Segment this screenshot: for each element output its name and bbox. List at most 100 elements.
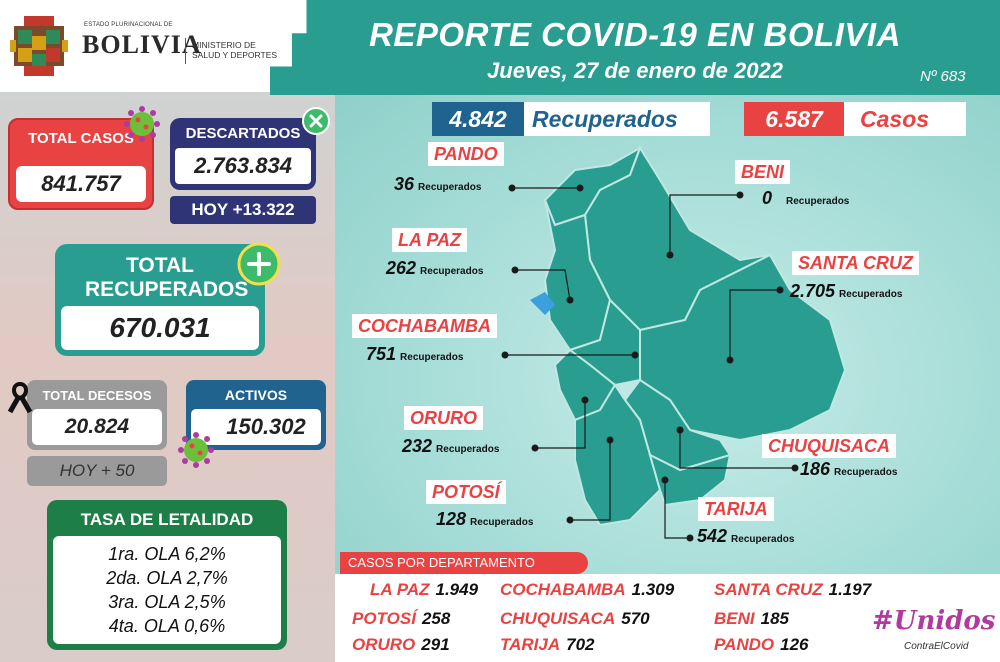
plus-circle-icon — [237, 242, 281, 286]
dept-unit: Recuperados — [786, 196, 850, 207]
bolivia-emblem-icon — [10, 16, 68, 76]
dept-recovered-beni: 0 Recuperados — [762, 188, 849, 209]
dept-unit: Recuperados — [436, 444, 500, 455]
lake-titicaca-icon — [530, 292, 555, 315]
dept-label-cochabamba: COCHABAMBA — [352, 314, 497, 338]
dept-recovered-potosi: 128 Recuperados — [436, 509, 533, 530]
total-cases-value: 841.757 — [16, 166, 146, 202]
dept-label-santa-cruz: SANTA CRUZ — [792, 251, 919, 275]
logo-caption: ESTADO PLURINACIONAL DE — [84, 22, 173, 28]
title-band — [270, 0, 1000, 95]
deaths-card: TOTAL DECESOS 20.824 — [27, 380, 167, 450]
cases-item-value: 1.949 — [435, 580, 479, 599]
cases-by-department-title: CASOS POR DEPARTAMENTO — [340, 552, 588, 574]
lethality-list: 1ra. OLA 6,2% 2da. OLA 2,7% 3ra. OLA 2,5… — [53, 536, 281, 644]
campaign-logo-sub: ContraElCovid — [904, 641, 969, 652]
cases-item: POTOSÍ 258 — [352, 609, 450, 629]
cases-item: BENI 185 — [714, 609, 789, 629]
deaths-value: 20.824 — [32, 409, 162, 445]
total-recovered-value: 670.031 — [61, 306, 259, 350]
cases-item: SANTA CRUZ 1.197 — [714, 580, 871, 600]
daily-cases-label: Casos — [860, 106, 930, 132]
cases-item-name: SANTA CRUZ — [714, 580, 823, 599]
report-date: Jueves, 27 de enero de 2022 — [487, 58, 783, 83]
dept-label-pando: PANDO — [428, 142, 504, 166]
deaths-today: HOY + 50 — [27, 456, 167, 486]
bolivia-map — [501, 145, 847, 542]
dept-value: 0 — [762, 188, 773, 208]
dept-unit: Recuperados — [400, 352, 464, 363]
dept-value: 2.705 — [790, 281, 836, 301]
daily-cases-value: 6.587 — [744, 102, 844, 136]
cases-item-value: 126 — [780, 635, 809, 654]
daily-recovered-label: Recuperados — [532, 106, 678, 132]
dept-label-potosi: POTOSÍ — [426, 480, 506, 504]
dept-recovered-tarija: 542 Recuperados — [697, 526, 794, 547]
daily-cases-banner: 6.587 Casos — [744, 102, 966, 136]
dept-recovered-santa-cruz: 2.705 Recuperados — [790, 281, 902, 302]
cases-item-value: 185 — [760, 609, 789, 628]
cases-item-value: 258 — [421, 609, 451, 628]
cases-item-name: PANDO — [714, 635, 775, 654]
dept-label-la-paz: LA PAZ — [392, 228, 467, 252]
cases-item-name: TARIJA — [500, 635, 561, 654]
mourning-ribbon-icon — [7, 381, 33, 414]
cases-item-value: 1.197 — [828, 580, 872, 599]
close-circle-icon — [302, 107, 330, 135]
cases-item: TARIJA 702 — [500, 635, 595, 655]
dept-value: 262 — [386, 258, 417, 278]
dept-value: 128 — [436, 509, 467, 529]
discarded-today: HOY +13.322 — [170, 196, 316, 224]
logo-divider — [185, 38, 186, 64]
cases-item-value: 1.309 — [631, 580, 675, 599]
discarded-label: DESCARTADOS — [185, 125, 301, 142]
active-label: ACTIVOS — [224, 387, 288, 403]
cases-item-name: COCHABAMBA — [500, 580, 626, 599]
cases-item-value: 702 — [566, 635, 595, 654]
ministry-name: MINISTERIO DE SALUD Y DEPORTES — [192, 40, 278, 60]
cases-item-name: LA PAZ — [370, 580, 430, 599]
campaign-logo: #Unidos — [872, 606, 996, 636]
dept-recovered-chuquisaca: 186 Recuperados — [800, 459, 897, 480]
dept-unit: Recuperados — [470, 517, 534, 528]
discarded-card: DESCARTADOS 2.763.834 — [170, 118, 316, 190]
cases-item: CHUQUISACA 570 — [500, 609, 650, 629]
dept-unit: Recuperados — [839, 289, 903, 300]
dept-unit: Recuperados — [420, 266, 484, 277]
cases-item-name: CHUQUISACA — [500, 609, 616, 628]
lethality-title: TASA DE LETALIDAD — [80, 510, 254, 529]
dept-value: 186 — [800, 459, 831, 479]
dept-recovered-oruro: 232 Recuperados — [402, 436, 499, 457]
cases-item: PANDO 126 — [714, 635, 809, 655]
total-recovered-label: TOTAL RECUPERADOS — [85, 254, 249, 301]
lethality-card: TASA DE LETALIDAD 1ra. OLA 6,2% 2da. OLA… — [47, 500, 287, 650]
dept-recovered-pando: 36 Recuperados — [394, 174, 481, 195]
dept-unit: Recuperados — [418, 182, 482, 193]
lethality-row: 3ra. OLA 2,5% — [108, 592, 226, 612]
lethality-row: 2da. OLA 2,7% — [106, 568, 228, 588]
dept-value: 751 — [366, 344, 397, 364]
daily-recovered-banner: 4.842 Recuperados — [432, 102, 710, 136]
cases-item-name: POTOSÍ — [352, 609, 416, 628]
cases-item: ORURO 291 — [352, 635, 450, 655]
dept-label-chuquisaca: CHUQUISACA — [762, 434, 897, 458]
daily-recovered-value: 4.842 — [432, 102, 524, 136]
deaths-label: TOTAL DECESOS — [42, 388, 152, 403]
total-recovered-card: TOTAL RECUPERADOS 670.031 — [55, 244, 265, 356]
dept-value: 542 — [697, 526, 728, 546]
dept-recovered-cochabamba: 751 Recuperados — [366, 344, 463, 365]
total-cases-label: TOTAL CASOS — [28, 130, 134, 147]
dept-recovered-la-paz: 262 Recuperados — [386, 258, 483, 279]
cases-item-value: 291 — [421, 635, 450, 654]
lethality-row: 1ra. OLA 6,2% — [108, 544, 226, 564]
logo-name: BOLIVIA — [82, 30, 202, 59]
cases-by-department-panel — [335, 574, 1000, 662]
virus-icon — [124, 106, 160, 142]
cases-item-name: BENI — [714, 609, 755, 628]
discarded-value: 2.763.834 — [175, 148, 311, 184]
dept-label-beni: BENI — [735, 160, 791, 184]
dept-label-oruro: ORURO — [404, 406, 483, 430]
cases-item: LA PAZ 1.949 — [370, 580, 478, 600]
dept-unit: Recuperados — [834, 467, 898, 478]
virus-icon — [178, 432, 214, 468]
